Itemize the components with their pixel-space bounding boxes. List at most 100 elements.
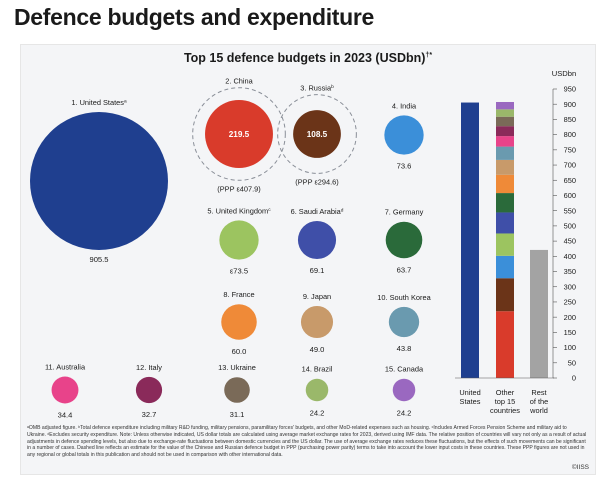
y-tick-label: 0 bbox=[572, 374, 576, 383]
bubble-circle bbox=[30, 112, 168, 250]
y-tick-label: 950 bbox=[564, 85, 576, 94]
bubble-ukraine: 13. Ukraine 31.1 bbox=[218, 363, 256, 419]
bar-category-label: Other bbox=[496, 388, 515, 397]
bar-category-label: United bbox=[459, 388, 480, 397]
bubble-value-label: 24.2 bbox=[310, 408, 325, 417]
bubble-value-label: 60.0 bbox=[232, 347, 247, 356]
bubble-country-label: 9. Japan bbox=[303, 292, 331, 301]
bar-segment-brazil bbox=[496, 109, 514, 117]
y-tick-label: 200 bbox=[564, 313, 576, 322]
chart-panel: Top 15 defence budgets in 2023 (USDbn)†*… bbox=[20, 44, 596, 475]
bar-segment-united-states bbox=[461, 102, 479, 379]
bar-category-label: of the bbox=[530, 397, 549, 406]
bar-category-label: States bbox=[460, 397, 481, 406]
bubble-circle bbox=[135, 376, 163, 404]
bubble-circle bbox=[392, 378, 416, 402]
bubble-country-label: 15. Canada bbox=[385, 365, 424, 374]
ppp-circle bbox=[192, 87, 286, 181]
y-tick-label: 100 bbox=[564, 343, 576, 352]
bubble-country-label: 10. South Korea bbox=[377, 293, 431, 302]
bubble-country-label: 12. Italy bbox=[136, 363, 162, 372]
bar-category-label: top 15 bbox=[495, 397, 516, 406]
bubble-country-label: 5. United Kingdomc bbox=[207, 206, 271, 215]
bubble-value-label: ε73.5 bbox=[230, 267, 248, 276]
copyright: ©IISS bbox=[571, 464, 589, 471]
bar-category-label: countries bbox=[490, 406, 520, 415]
y-tick-label: 750 bbox=[564, 145, 576, 154]
bubble-country-label: 13. Ukraine bbox=[218, 363, 256, 372]
bar-segment-ukraine bbox=[496, 116, 514, 127]
bubble-country-label: 14. Brazil bbox=[302, 365, 333, 374]
bubble-circle bbox=[51, 376, 79, 404]
y-tick-label: 600 bbox=[564, 191, 576, 200]
bubble-value-label: 34.4 bbox=[58, 410, 73, 419]
bar-segment-south-korea bbox=[496, 146, 514, 160]
bar-segment-united-kingdom bbox=[496, 233, 514, 256]
bubble-value-label: 49.0 bbox=[310, 345, 325, 354]
bubble-value-label: 32.7 bbox=[142, 410, 157, 419]
bubble-circle bbox=[224, 377, 250, 403]
bar-segment-india bbox=[496, 255, 514, 279]
y-axis-unit-label: USDbn bbox=[552, 69, 576, 78]
bubble-country-label: 2. China bbox=[225, 77, 253, 86]
y-tick-label: 400 bbox=[564, 252, 576, 261]
bubble-circle bbox=[297, 220, 337, 260]
page-title: Defence budgets and expenditure bbox=[14, 4, 375, 30]
bubble-value-label: 24.2 bbox=[397, 408, 412, 417]
bar-segment-japan bbox=[496, 159, 514, 175]
bubble-value-label: 63.7 bbox=[397, 265, 412, 274]
bubble-germany: 7. Germany 63.7 bbox=[385, 208, 424, 275]
y-tick-label: 300 bbox=[564, 282, 576, 291]
bubble-country-label: 7. Germany bbox=[385, 208, 424, 217]
bubble-italy: 12. Italy 32.7 bbox=[135, 363, 163, 419]
bubble-japan: 9. Japan 49.0 bbox=[300, 292, 334, 354]
bar-segment-rest-of-the-world bbox=[530, 249, 548, 378]
bubble-brazil: 14. Brazil 24.2 bbox=[302, 365, 333, 418]
bubble-circle bbox=[219, 220, 259, 260]
bar-segment-canada bbox=[496, 101, 514, 110]
bubble-circle bbox=[388, 306, 420, 338]
bubble-value-label: 69.1 bbox=[310, 266, 325, 275]
bubble-united-states: 1. United Statesa 905.5 bbox=[30, 98, 168, 264]
bubble-country-label: 1. United Statesa bbox=[71, 98, 127, 107]
bubble-country-label: 3. Russiab bbox=[300, 84, 334, 93]
chart-title-text: Top 15 defence budgets in 2023 (USDbn) bbox=[183, 51, 426, 65]
bubble-value-label: 108.5 bbox=[307, 130, 328, 139]
bubble-value-label: 73.6 bbox=[397, 162, 412, 171]
bubble-circle bbox=[385, 221, 423, 259]
bar-segment-australia bbox=[496, 136, 514, 147]
bubble-circle bbox=[384, 115, 424, 155]
y-tick-label: 900 bbox=[564, 100, 576, 109]
y-tick-label: 350 bbox=[564, 267, 576, 276]
bubble-south-korea: 10. South Korea 43.8 bbox=[377, 293, 431, 353]
bubble-value-label: 31.1 bbox=[230, 410, 245, 419]
bubble-value-label: 43.8 bbox=[397, 344, 412, 353]
bubble-australia: 11. Australia 34.4 bbox=[45, 363, 86, 420]
bubble-country-label: 8. France bbox=[223, 290, 254, 299]
y-tick-label: 50 bbox=[568, 358, 576, 367]
y-tick-label: 500 bbox=[564, 221, 576, 230]
bar-segment-saudi-arabia bbox=[496, 212, 514, 234]
y-tick-label: 150 bbox=[564, 328, 576, 337]
bar-category-label: Rest bbox=[531, 388, 546, 397]
y-tick-label: 450 bbox=[564, 237, 576, 246]
chart-title-superscript: †* bbox=[425, 51, 433, 59]
bubble-circle bbox=[205, 100, 273, 168]
y-tick-label: 850 bbox=[564, 115, 576, 124]
y-tick-label: 550 bbox=[564, 206, 576, 215]
footnote: ᵃOMB adjusted figure. ᵇTotal defence exp… bbox=[27, 425, 587, 459]
bubble-country-label: 4. India bbox=[392, 101, 417, 110]
bubble-canada: 15. Canada 24.2 bbox=[385, 365, 424, 418]
bubble-united-kingdom: 5. United Kingdomc ε73.5 bbox=[207, 206, 271, 275]
bar-category-label: world bbox=[529, 406, 548, 415]
bubble-chart: 1. United Statesa 905.5 2. China 219.5 (PPP … bbox=[30, 69, 576, 420]
bubble-circle bbox=[293, 110, 341, 158]
bubble-china: 2. China 219.5 (PPP ε407.9) bbox=[192, 77, 286, 193]
bar-segment-china bbox=[496, 311, 514, 378]
y-tick-label: 800 bbox=[564, 130, 576, 139]
y-tick-label: 700 bbox=[564, 161, 576, 170]
bubble-country-label: 6. Saudi Arabiad bbox=[291, 207, 344, 216]
bar-segment-france bbox=[496, 174, 514, 194]
bubble-circle bbox=[300, 305, 334, 339]
bubble-saudi-arabia: 6. Saudi Arabiad 69.1 bbox=[291, 207, 344, 275]
